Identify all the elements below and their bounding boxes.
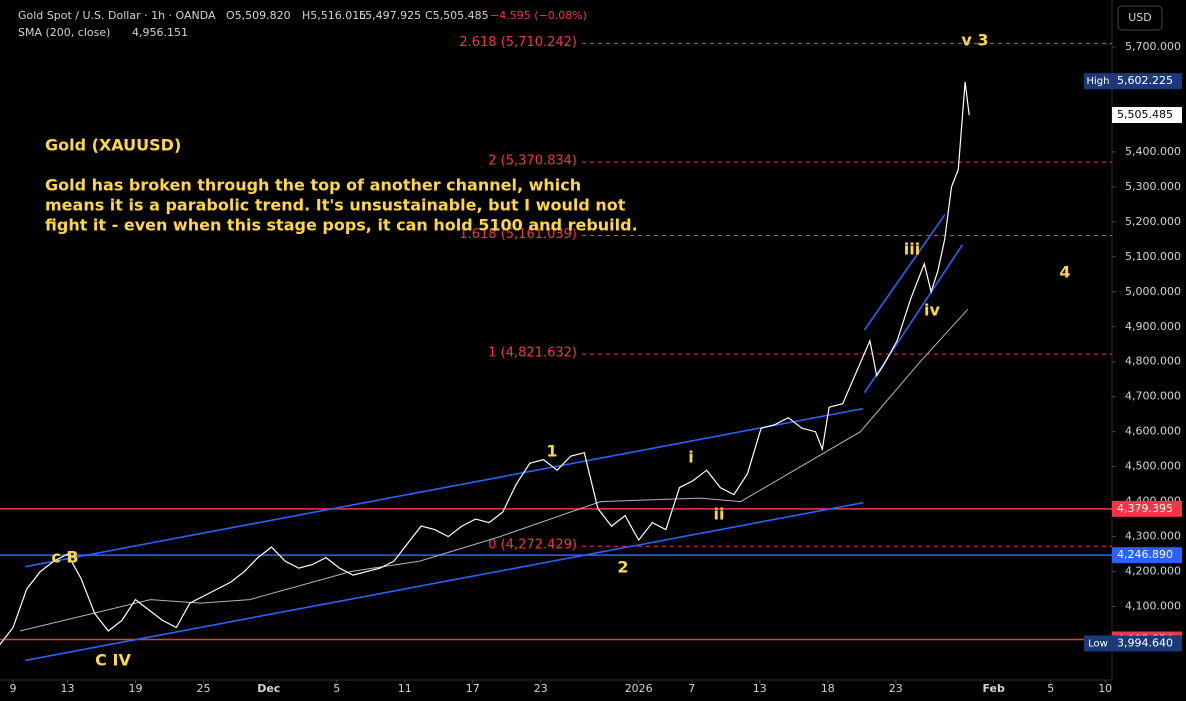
price-label: 5,505.485 bbox=[1117, 108, 1173, 121]
trendline bbox=[25, 407, 864, 568]
y-tick-label: 4,500.000 bbox=[1125, 460, 1181, 473]
trendline bbox=[863, 244, 964, 394]
x-tick-label: 13 bbox=[753, 682, 767, 695]
y-tick-label: 5,700.000 bbox=[1125, 40, 1181, 53]
x-tick-label: 7 bbox=[688, 682, 695, 695]
fib-label: 1 (4,821.632) bbox=[488, 346, 577, 361]
y-tick-label: 4,700.000 bbox=[1125, 390, 1181, 403]
y-tick-label: 5,300.000 bbox=[1125, 180, 1181, 193]
x-tick-label: Dec bbox=[257, 682, 280, 695]
price-label-box bbox=[1112, 73, 1182, 90]
fib-label: 0 (4,272.429) bbox=[488, 538, 577, 553]
x-tick-label: 25 bbox=[196, 682, 210, 695]
commentary-line: means it is a parabolic trend. It's unsu… bbox=[45, 196, 626, 215]
x-tick-label: 23 bbox=[889, 682, 903, 695]
x-tick-label: 17 bbox=[466, 682, 480, 695]
x-tick-label: 5 bbox=[333, 682, 340, 695]
price-name-box bbox=[1084, 635, 1112, 652]
x-tick-label: Feb bbox=[982, 682, 1005, 695]
low: L5,497.925 bbox=[359, 9, 421, 22]
price-label: 4,379.395 bbox=[1117, 502, 1173, 515]
wave-label: 1 bbox=[546, 442, 557, 461]
price-label: 5,602.225 bbox=[1117, 74, 1173, 87]
trendline bbox=[863, 214, 946, 331]
wave-label: v 3 bbox=[961, 31, 988, 50]
y-tick-label: 4,900.000 bbox=[1125, 320, 1181, 333]
x-tick-label: 19 bbox=[128, 682, 142, 695]
y-tick-label: 5,100.000 bbox=[1125, 250, 1181, 263]
wave-label: 4 bbox=[1059, 263, 1070, 282]
y-tick-label: 4,800.000 bbox=[1125, 355, 1181, 368]
wave-label: c B bbox=[51, 548, 78, 567]
commentary-line: Gold has broken through the top of anoth… bbox=[45, 176, 581, 195]
wave-label: i bbox=[688, 448, 693, 467]
commentary-title: Gold (XAUUSD) bbox=[45, 136, 181, 155]
price-label-box bbox=[1112, 547, 1182, 564]
fib-label: 1.618 (5,161.039) bbox=[459, 227, 577, 242]
wave-label: iii bbox=[904, 240, 920, 259]
wave-label: ii bbox=[714, 505, 725, 524]
price-name: High bbox=[1087, 76, 1110, 87]
currency-box[interactable] bbox=[1117, 5, 1163, 31]
wave-label: 2 bbox=[617, 558, 628, 577]
trendline bbox=[25, 501, 864, 662]
series-line bbox=[19, 308, 969, 632]
y-tick-label: 4,200.000 bbox=[1125, 565, 1181, 578]
price-name-box bbox=[1084, 73, 1112, 90]
wave-label: iv bbox=[924, 301, 940, 320]
x-tick-label: 18 bbox=[821, 682, 835, 695]
change: −4.595 (−0.08%) bbox=[490, 9, 587, 22]
indicator-value: 4,956.151 bbox=[132, 26, 188, 39]
x-tick-label: 9 bbox=[10, 682, 17, 695]
plot-area: 4,100.0004,200.0004,300.0004,400.0004,50… bbox=[0, 31, 1182, 695]
fib-label: 2.618 (5,710.242) bbox=[459, 35, 577, 50]
x-tick-label: 2026 bbox=[625, 682, 653, 695]
y-tick-label: 4,600.000 bbox=[1125, 425, 1181, 438]
open: O5,509.820 bbox=[226, 9, 291, 22]
series-line bbox=[0, 81, 970, 646]
indicator: SMA (200, close) bbox=[18, 26, 110, 39]
y-tick-label: 4,100.000 bbox=[1125, 600, 1181, 613]
price-label-box bbox=[1112, 500, 1182, 517]
price-label-box bbox=[1112, 106, 1182, 123]
y-tick-label: 5,400.000 bbox=[1125, 145, 1181, 158]
fib-label: 2 (5,370.834) bbox=[488, 154, 577, 169]
price-name: Low bbox=[1088, 638, 1108, 649]
high: H5,516.015 bbox=[302, 9, 366, 22]
x-tick-label: 13 bbox=[60, 682, 74, 695]
price-label-box bbox=[1112, 635, 1182, 652]
price-label: 4,246.890 bbox=[1117, 548, 1173, 561]
x-tick-label: 23 bbox=[534, 682, 548, 695]
y-tick-label: 5,000.000 bbox=[1125, 285, 1181, 298]
y-tick-label: 5,200.000 bbox=[1125, 215, 1181, 228]
x-tick-label: 5 bbox=[1047, 682, 1054, 695]
x-tick-label: 10 bbox=[1098, 682, 1112, 695]
close: C5,505.485 bbox=[425, 9, 489, 22]
y-tick-label: 4,300.000 bbox=[1125, 530, 1181, 543]
commentary-line: fight it - even when this stage pops, it… bbox=[45, 216, 638, 235]
currency[interactable]: USD bbox=[1128, 11, 1152, 24]
symbol: Gold Spot / U.S. Dollar · 1h · OANDA bbox=[18, 9, 216, 22]
wave-label: C IV bbox=[95, 651, 131, 670]
price-label: 3,994.640 bbox=[1117, 636, 1173, 649]
x-tick-label: 11 bbox=[398, 682, 412, 695]
labels: Gold Spot / U.S. Dollar · 1h · OANDA O5,… bbox=[18, 5, 1163, 235]
